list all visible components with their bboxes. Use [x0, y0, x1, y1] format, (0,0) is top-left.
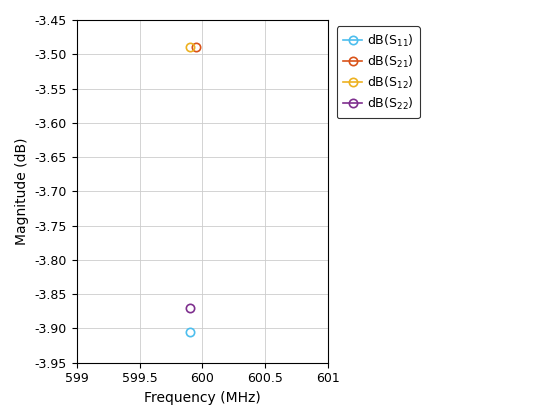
- Y-axis label: Magnitude (dB): Magnitude (dB): [15, 138, 29, 245]
- Legend: dB(S$_{11}$), dB(S$_{21}$), dB(S$_{12}$), dB(S$_{22}$): dB(S$_{11}$), dB(S$_{21}$), dB(S$_{12}$)…: [337, 26, 420, 118]
- X-axis label: Frequency (MHz): Frequency (MHz): [144, 391, 261, 405]
